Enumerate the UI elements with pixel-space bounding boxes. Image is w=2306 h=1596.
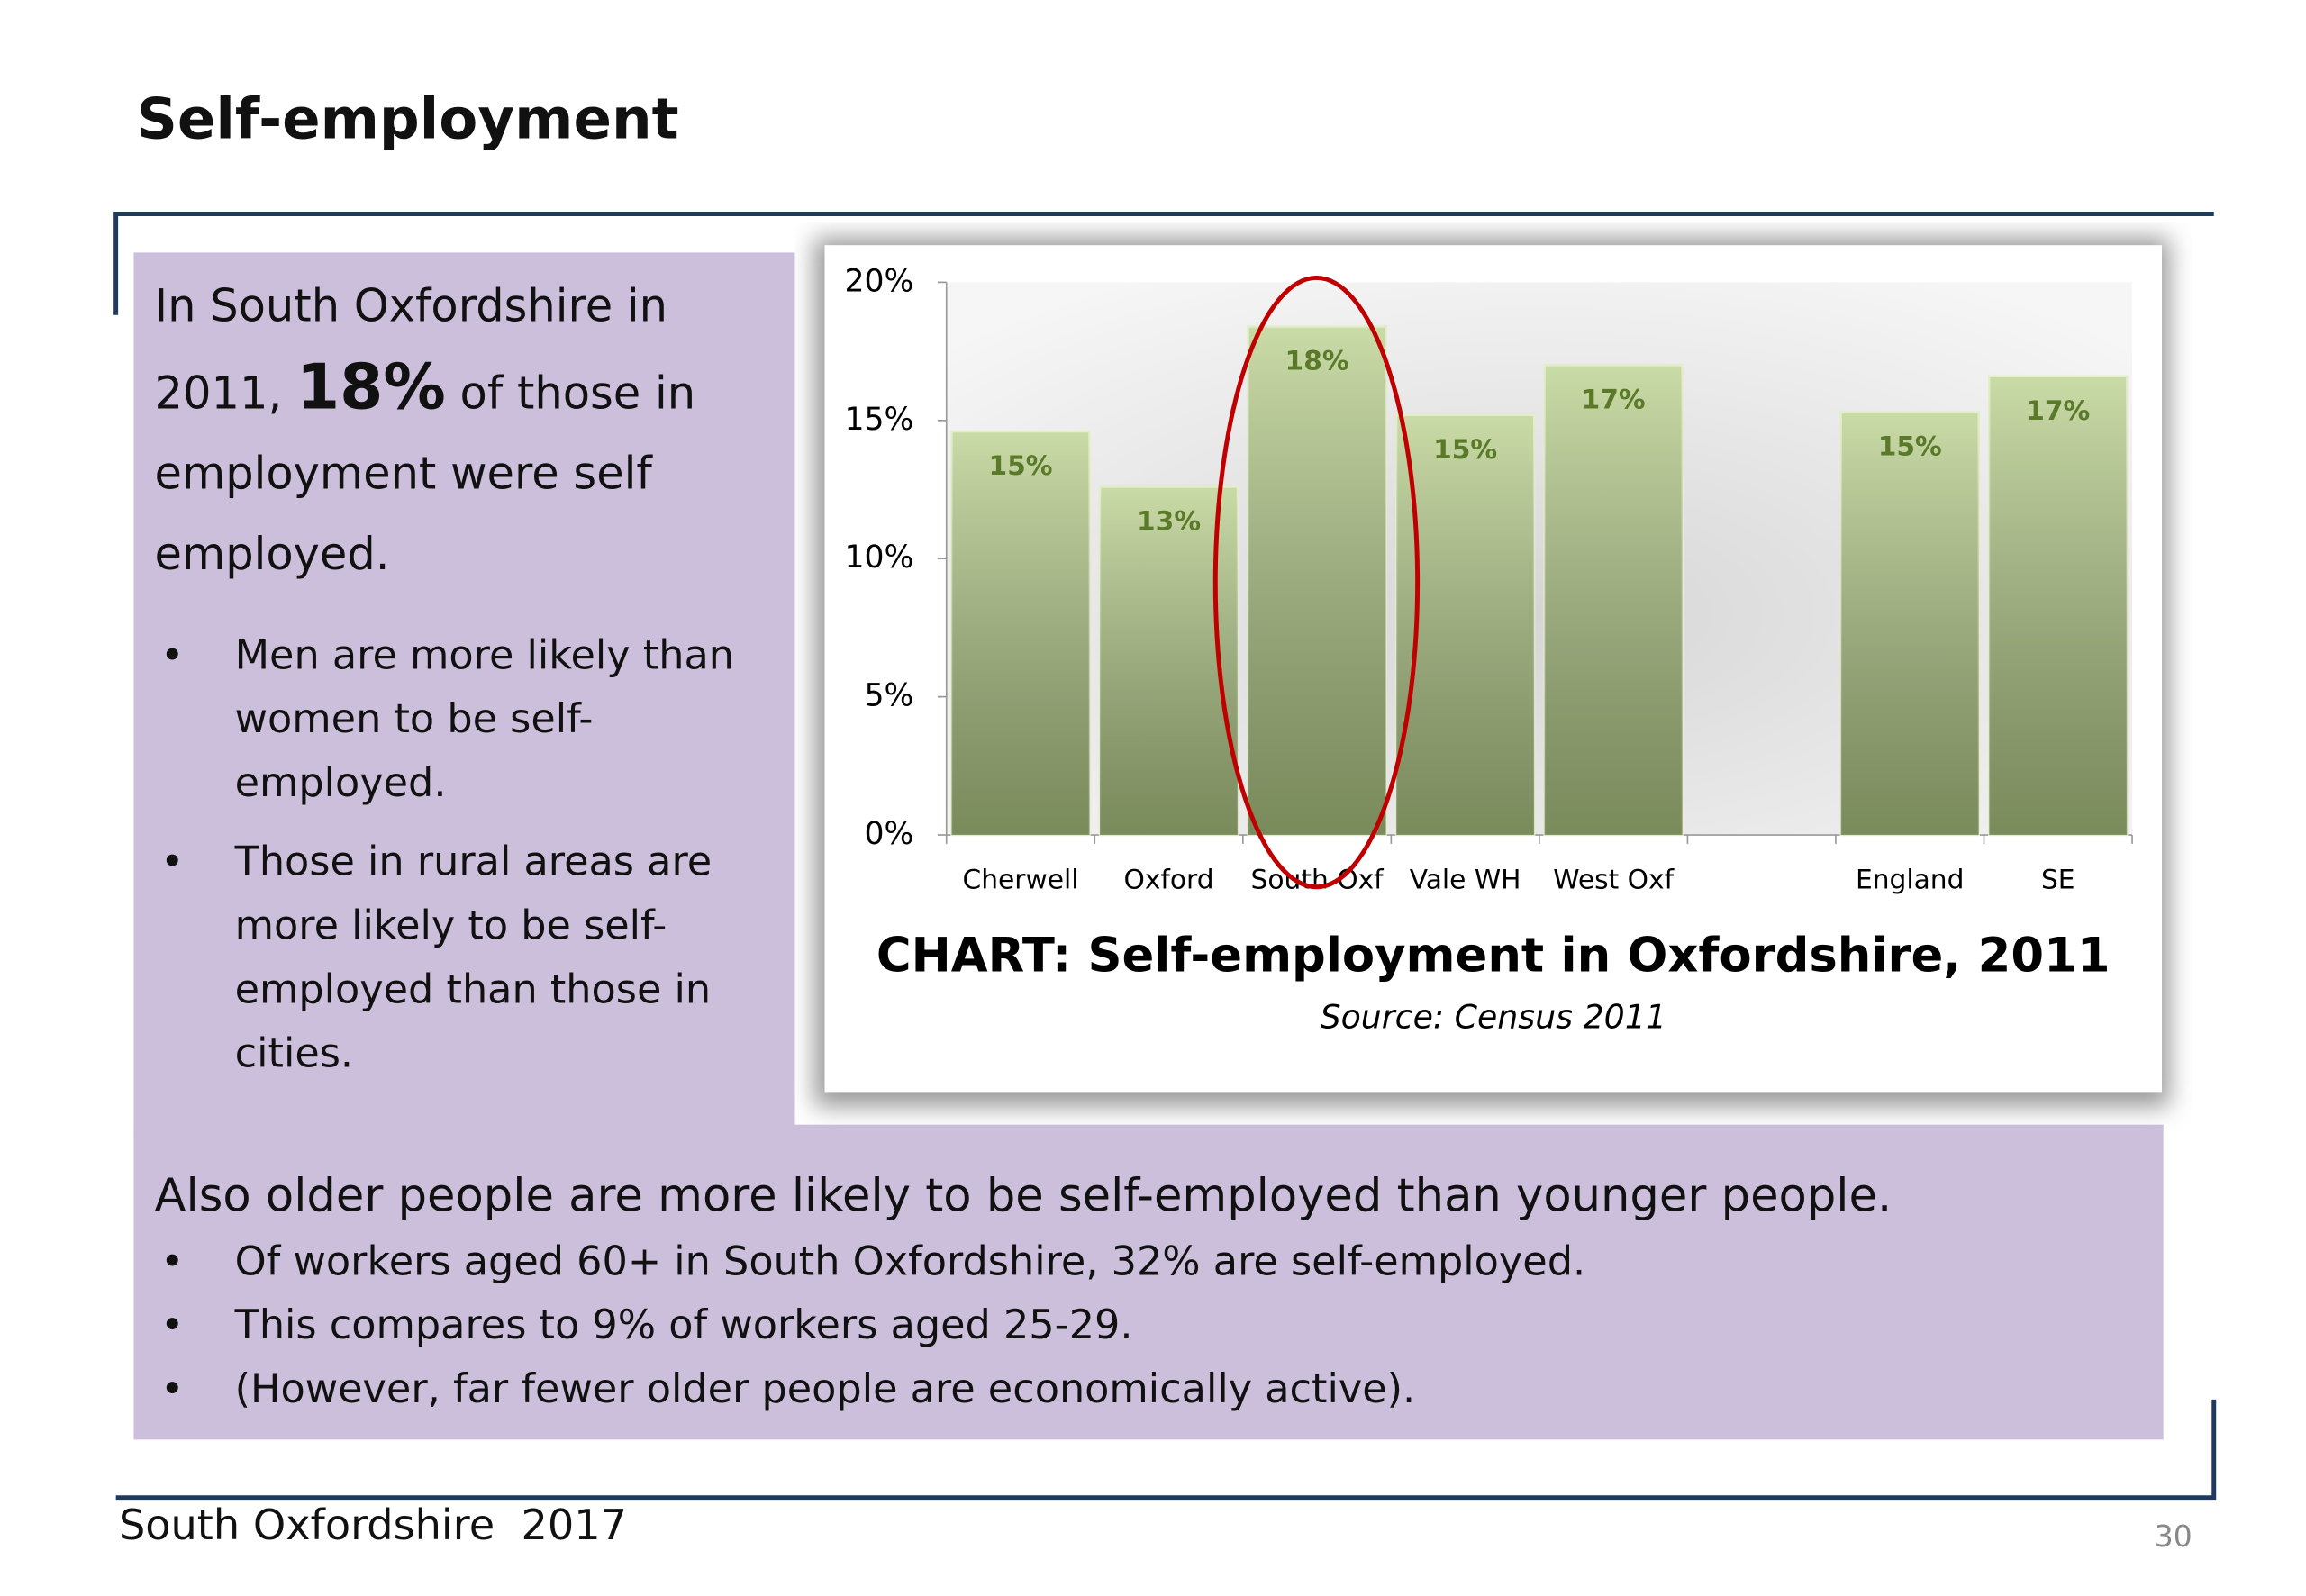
y-tick-label: 0%: [865, 816, 914, 852]
bar-shade: [1989, 376, 2128, 836]
x-tick-label: South Oxf: [1251, 865, 1385, 896]
x-tick-label: SE: [2041, 865, 2075, 896]
y-tick-label: 5%: [865, 678, 914, 714]
value-label: 18%: [1285, 346, 1349, 377]
bullet: Of workers aged 60+ in South Oxfordshire…: [155, 1230, 2146, 1294]
lower-heading: Also older people are more likely to be …: [154, 1169, 1893, 1223]
y-tick-label: 15%: [844, 402, 913, 438]
chart: 0% 5% 10% 15% 20% Cherwell 15% Oxford 13% South O…: [813, 237, 2170, 1107]
x-tick-label: Oxford: [1123, 865, 1213, 896]
bar-shade: [1544, 365, 1683, 836]
bar-shade: [1840, 412, 1979, 836]
x-tick-label: England: [1856, 865, 1965, 896]
bullet: Those in rural areas are more likely to …: [155, 830, 779, 1086]
value-label: 15%: [988, 450, 1052, 482]
value-label: 15%: [1433, 434, 1497, 466]
x-tick-label: West Oxf: [1553, 865, 1675, 896]
frame-bottom: [115, 1399, 2217, 1501]
bar-shade: [1396, 414, 1535, 836]
bullet: This compares to 9% of workers aged 25-2…: [155, 1294, 2146, 1358]
y-tick-label: 10%: [844, 540, 913, 576]
intro-part: In South Oxfordshire in 2011,: [154, 280, 668, 421]
slide-title: Self-employment: [136, 86, 679, 152]
page-number: 30: [2154, 1518, 2193, 1555]
chart-title: CHART: Self-employment in Oxfordshire, 2…: [876, 929, 2111, 984]
bullet-list: Of workers aged 60+ in South Oxfordshire…: [155, 1230, 2146, 1422]
intro-highlight: 18%: [295, 350, 446, 424]
chart-subtitle: Source: Census 2011: [1321, 998, 1666, 1037]
value-label: 13%: [1137, 506, 1201, 538]
bar-shade: [951, 431, 1090, 836]
bullet: Men are more likely than women to be sel…: [155, 624, 779, 816]
frame-top: [113, 212, 2214, 315]
value-label: 15%: [1878, 431, 1942, 463]
lower-text: Also older people are more likely to be …: [154, 1162, 2146, 1422]
footer: South Oxfordshire 2017: [118, 1500, 628, 1550]
x-tick-label: Vale WH: [1410, 865, 1521, 896]
bullet: (However, far fewer older people are eco…: [155, 1358, 2146, 1422]
intro-text: In South Oxfordshire in 2011, 18% of tho…: [155, 268, 786, 596]
highlight-ring: [1212, 275, 1421, 890]
x-tick-label: Cherwell: [962, 865, 1078, 896]
value-label: 17%: [1582, 385, 1646, 416]
intro-part: of those in employment were self employe…: [154, 368, 696, 581]
bullet-list: Men are more likely than women to be sel…: [155, 624, 779, 1101]
y-tick-label: 20%: [844, 263, 913, 299]
bar-shade: [1248, 326, 1386, 836]
value-label: 17%: [2026, 395, 2090, 427]
